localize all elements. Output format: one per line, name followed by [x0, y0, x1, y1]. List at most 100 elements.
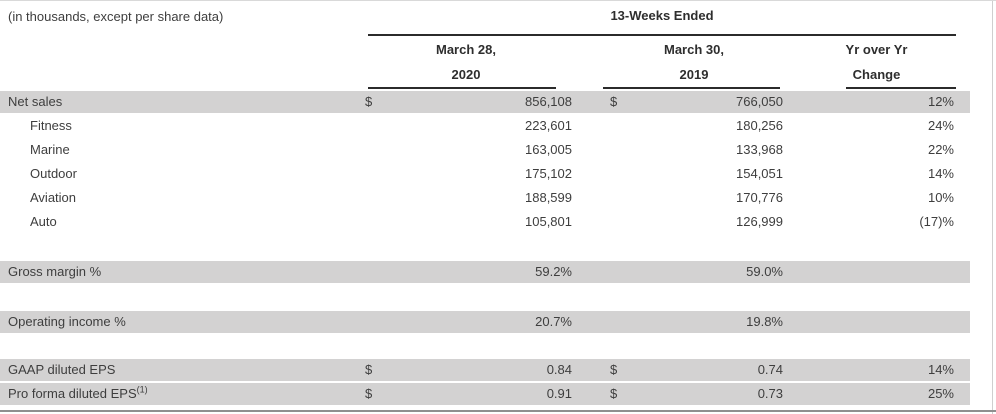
row-pad	[954, 115, 970, 137]
table-row-net-sales: Net sales $ 856,108 $ 766,050 12%	[0, 91, 970, 113]
col-gap	[572, 163, 605, 185]
col-gap	[572, 139, 605, 161]
yoy-change-value: 25%	[927, 386, 954, 401]
col-header-2019-year: 2019	[679, 67, 709, 82]
value-2019: 170,776	[736, 190, 783, 205]
col-gap	[572, 311, 605, 333]
value-2019: 180,256	[736, 118, 783, 133]
col-gap	[572, 91, 605, 113]
yoy-change-value: 14%	[927, 362, 954, 377]
row-label: Auto	[30, 214, 57, 229]
value-2020: 105,801	[525, 214, 572, 229]
row-pad	[954, 187, 970, 209]
dollar-sign	[360, 115, 390, 137]
page-right-border	[992, 1, 993, 414]
row-label: Aviation	[30, 190, 77, 205]
row-pad	[954, 383, 970, 405]
dollar-sign: $	[365, 362, 373, 377]
yoy-change-value: (17)%	[919, 214, 954, 229]
col-rule-2019	[603, 87, 780, 89]
col-gap	[572, 187, 605, 209]
col-gap	[572, 115, 605, 137]
dollar-sign	[605, 163, 635, 185]
dollar-sign	[360, 163, 390, 185]
dollar-sign	[360, 139, 390, 161]
table-row-fitness: Fitness 223,601 180,256 24%	[0, 115, 970, 137]
dollar-sign: $	[365, 386, 373, 401]
col-gap	[572, 383, 605, 405]
period-group-rule	[368, 34, 956, 36]
value-2020: 223,601	[525, 118, 572, 133]
value-2020: 175,102	[525, 166, 572, 181]
table-row-aviation: Aviation 188,599 170,776 10%	[0, 187, 970, 209]
row-label: Fitness	[30, 118, 72, 133]
dollar-sign: $	[610, 94, 618, 109]
row-spacer	[0, 335, 970, 359]
col-rule-2020	[368, 87, 556, 89]
row-label: Net sales	[8, 94, 63, 109]
dollar-sign	[605, 261, 635, 283]
value-2020: 59.2%	[535, 264, 572, 279]
table-row-operating-income: Operating income % 20.7% 19.8%	[0, 311, 970, 333]
dollar-sign: $	[365, 94, 373, 109]
value-2020: 163,005	[525, 142, 572, 157]
dollar-sign	[360, 261, 390, 283]
row-pad	[954, 211, 970, 233]
dollar-sign	[605, 187, 635, 209]
row-label: Marine	[30, 142, 70, 157]
row-pad	[954, 163, 970, 185]
row-pad	[954, 91, 970, 113]
row-label: GAAP diluted EPS	[8, 362, 116, 377]
footnote-marker: (1)	[136, 384, 148, 395]
col-gap	[572, 359, 605, 381]
yoy-change-value: 12%	[927, 94, 954, 109]
yoy-change-value: 24%	[927, 118, 954, 133]
dollar-sign: $	[610, 386, 618, 401]
yoy-change-value: 22%	[927, 142, 954, 157]
yoy-change-value: 14%	[927, 166, 954, 181]
dollar-sign	[605, 139, 635, 161]
col-header-yoy: Yr over Yr	[845, 42, 908, 57]
row-label-text: Pro forma diluted EPS	[8, 386, 137, 401]
value-2019: 126,999	[736, 214, 783, 229]
value-2019: 59.0%	[746, 264, 783, 279]
dollar-sign: $	[610, 362, 618, 377]
row-pad	[954, 311, 970, 333]
table-row-gaap-diluted-eps: GAAP diluted EPS $ 0.84 $ 0.74 14%	[0, 359, 970, 381]
value-2019: 0.73	[757, 386, 783, 401]
dollar-sign	[360, 211, 390, 233]
col-header-2020-date: March 28,	[436, 42, 496, 57]
units-note: (in thousands, except per share data)	[8, 9, 224, 24]
value-2020: 0.91	[546, 386, 572, 401]
value-2020: 20.7%	[535, 314, 572, 329]
col-rule-change	[846, 87, 956, 89]
yoy-change-value	[783, 311, 954, 333]
period-group-title: 13-Weeks Ended	[610, 8, 714, 23]
row-spacer	[0, 235, 970, 261]
yoy-change-value	[783, 261, 954, 283]
table-bottom-rule	[0, 410, 996, 412]
dollar-sign	[360, 187, 390, 209]
table-row-marine: Marine 163,005 133,968 22%	[0, 139, 970, 161]
row-pad	[954, 359, 970, 381]
col-header-2019-date: March 30,	[664, 42, 724, 57]
table-row-proforma-diluted-eps: Pro forma diluted EPS(1) $ 0.91 $ 0.73 2…	[0, 383, 970, 405]
value-2019: 19.8%	[746, 314, 783, 329]
value-2020: 856,108	[525, 94, 572, 109]
dollar-sign	[605, 311, 635, 333]
row-pad	[954, 139, 970, 161]
value-2019: 0.74	[757, 362, 783, 377]
value-2019: 766,050	[736, 94, 783, 109]
row-pad	[954, 261, 970, 283]
value-2019: 133,968	[736, 142, 783, 157]
row-label: Outdoor	[30, 166, 77, 181]
dollar-sign	[605, 115, 635, 137]
value-2020: 188,599	[525, 190, 572, 205]
table-row-auto: Auto 105,801 126,999 (17)%	[0, 211, 970, 233]
col-header-2020-year: 2020	[451, 67, 481, 82]
table-row-outdoor: Outdoor 175,102 154,051 14%	[0, 163, 970, 185]
row-label: Gross margin %	[8, 264, 102, 279]
yoy-change-value: 10%	[927, 190, 954, 205]
row-spacer	[0, 285, 970, 311]
